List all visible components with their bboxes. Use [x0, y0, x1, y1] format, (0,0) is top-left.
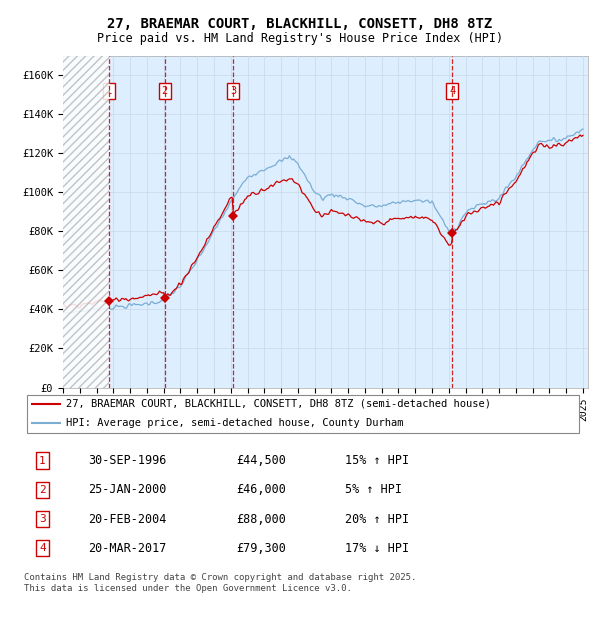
Text: 20% ↑ HPI: 20% ↑ HPI — [345, 513, 409, 526]
Text: £46,000: £46,000 — [236, 483, 286, 496]
Bar — [63, 56, 109, 388]
Text: 20-MAR-2017: 20-MAR-2017 — [88, 542, 167, 555]
Text: 20-FEB-2004: 20-FEB-2004 — [88, 513, 167, 526]
Text: 2: 2 — [39, 485, 46, 495]
Text: 15% ↑ HPI: 15% ↑ HPI — [345, 454, 409, 467]
Text: 1: 1 — [39, 456, 46, 466]
Text: £44,500: £44,500 — [236, 454, 286, 467]
Bar — [63, 56, 109, 388]
Text: 17% ↓ HPI: 17% ↓ HPI — [345, 542, 409, 555]
Text: HPI: Average price, semi-detached house, County Durham: HPI: Average price, semi-detached house,… — [66, 418, 403, 428]
Text: 27, BRAEMAR COURT, BLACKHILL, CONSETT, DH8 8TZ: 27, BRAEMAR COURT, BLACKHILL, CONSETT, D… — [107, 17, 493, 32]
Text: 5% ↑ HPI: 5% ↑ HPI — [345, 483, 402, 496]
Text: 3: 3 — [230, 86, 236, 95]
Text: 25-JAN-2000: 25-JAN-2000 — [88, 483, 167, 496]
Text: 27, BRAEMAR COURT, BLACKHILL, CONSETT, DH8 8TZ (semi-detached house): 27, BRAEMAR COURT, BLACKHILL, CONSETT, D… — [66, 399, 491, 409]
Text: 30-SEP-1996: 30-SEP-1996 — [88, 454, 167, 467]
Text: 4: 4 — [449, 86, 455, 95]
Text: £79,300: £79,300 — [236, 542, 286, 555]
Text: Contains HM Land Registry data © Crown copyright and database right 2025.
This d: Contains HM Land Registry data © Crown c… — [24, 574, 416, 593]
Text: 2: 2 — [161, 86, 168, 95]
FancyBboxPatch shape — [27, 395, 579, 433]
Text: 4: 4 — [39, 543, 46, 553]
Text: 3: 3 — [39, 514, 46, 524]
Text: £88,000: £88,000 — [236, 513, 286, 526]
Text: 1: 1 — [106, 86, 112, 95]
Text: Price paid vs. HM Land Registry's House Price Index (HPI): Price paid vs. HM Land Registry's House … — [97, 32, 503, 45]
